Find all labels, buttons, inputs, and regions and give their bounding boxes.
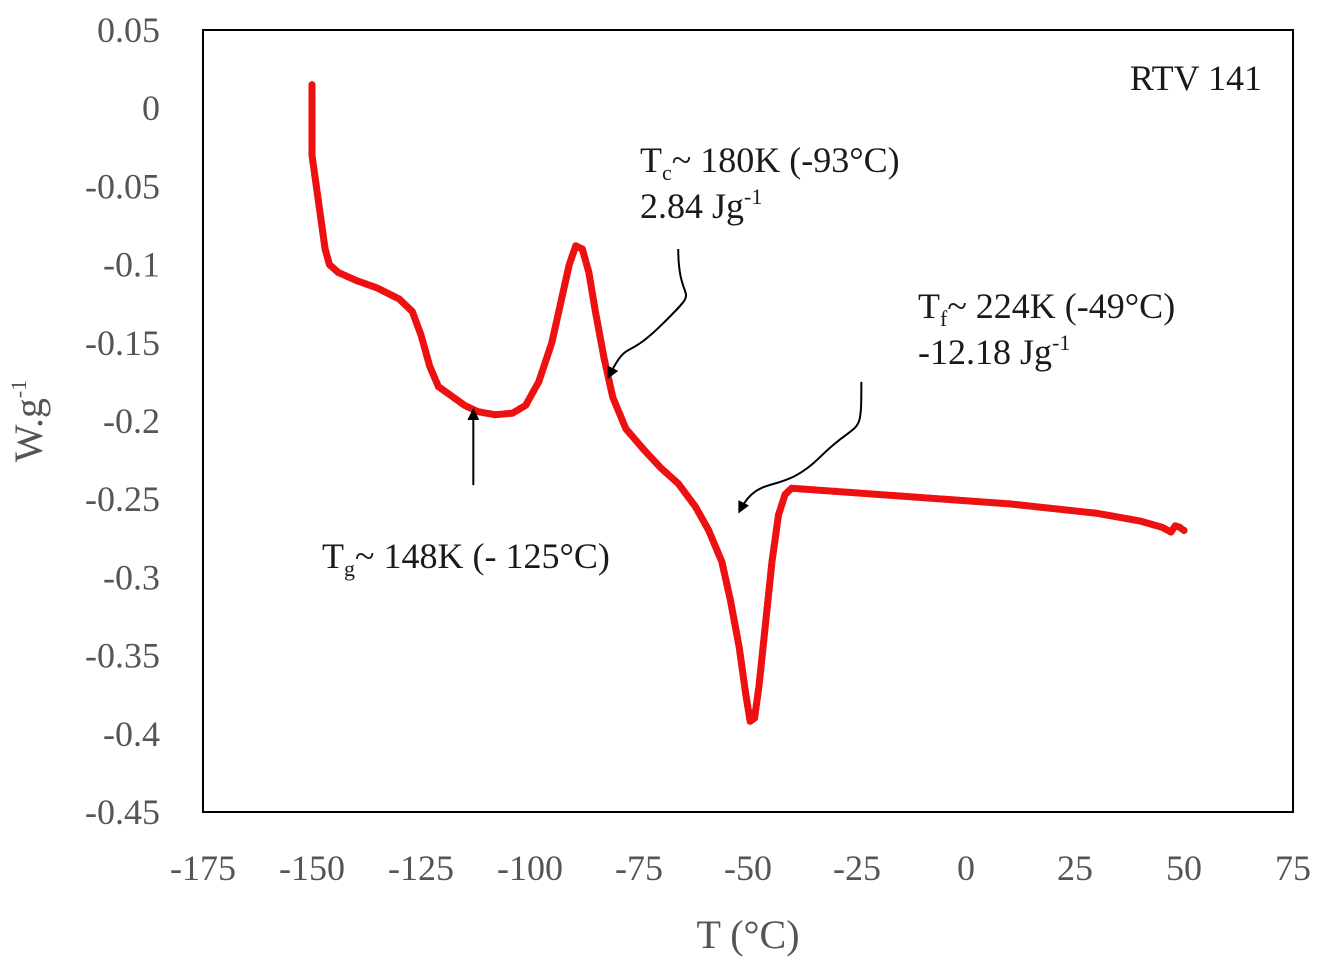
- y-tick-label: 0: [142, 88, 160, 128]
- y-tick-label: -0.3: [103, 557, 160, 597]
- x-tick-label: -150: [279, 848, 345, 888]
- x-tick-label: -125: [388, 848, 454, 888]
- x-tick-label: 25: [1057, 848, 1093, 888]
- y-axis-title: W.g-1: [6, 380, 51, 462]
- x-tick-label: -175: [170, 848, 236, 888]
- annotation-label-tf: Tf~ 224K (-49°C): [918, 286, 1175, 331]
- data-point: [1180, 526, 1188, 535]
- svg-text:W.g-1: W.g-1: [6, 380, 51, 462]
- x-tick-label: 0: [957, 848, 975, 888]
- x-tick-label: 75: [1275, 848, 1311, 888]
- x-tick-label: -50: [724, 848, 772, 888]
- annotation-label-tg: Tg~ 148K (- 125°C): [322, 536, 610, 581]
- sample-label: RTV 141: [1130, 58, 1262, 98]
- x-tick-label: 50: [1166, 848, 1202, 888]
- x-tick-label: -25: [833, 848, 881, 888]
- plot-frame: [202, 29, 1294, 813]
- annotation-arrow-tc: [607, 248, 687, 379]
- y-tick-label: -0.15: [85, 323, 160, 363]
- y-axis-title-sup: -1: [6, 380, 31, 398]
- x-tick-labels: -175 -150 -125 -100 -75 -50 -25 0 25 50 75: [170, 848, 1311, 888]
- x-tick-label: -75: [615, 848, 663, 888]
- y-tick-label: -0.2: [103, 401, 160, 441]
- x-axis-title: T (°C): [696, 912, 799, 957]
- y-tick-label: -0.1: [103, 245, 160, 285]
- y-tick-label: -0.05: [85, 166, 160, 206]
- annotation-enthalpy-tc: 2.84 Jg-1: [640, 184, 762, 226]
- y-tick-label: -0.25: [85, 479, 160, 519]
- x-tick-label: -100: [497, 848, 563, 888]
- annotation-label-tc: Tc~ 180K (-93°C): [640, 140, 900, 185]
- y-axis-title-main: W.g: [6, 398, 51, 462]
- annotation-enthalpy-tf: -12.18 Jg-1: [918, 330, 1070, 372]
- y-tick-label: -0.45: [85, 792, 160, 832]
- y-tick-label: -0.4: [103, 714, 160, 754]
- annotation-arrow-tf: [738, 381, 863, 514]
- y-tick-labels: 0.05 0 -0.05 -0.1 -0.15 -0.2 -0.25 -0.3 -0.35 -0.…: [85, 10, 160, 832]
- series-data: [308, 81, 1188, 725]
- annotations: Tg~ 148K (- 125°C) Tc~ 180K (-93°C)2.84 J…: [322, 140, 1175, 581]
- y-tick-label: 0.05: [97, 10, 160, 50]
- y-tick-label: -0.35: [85, 636, 160, 676]
